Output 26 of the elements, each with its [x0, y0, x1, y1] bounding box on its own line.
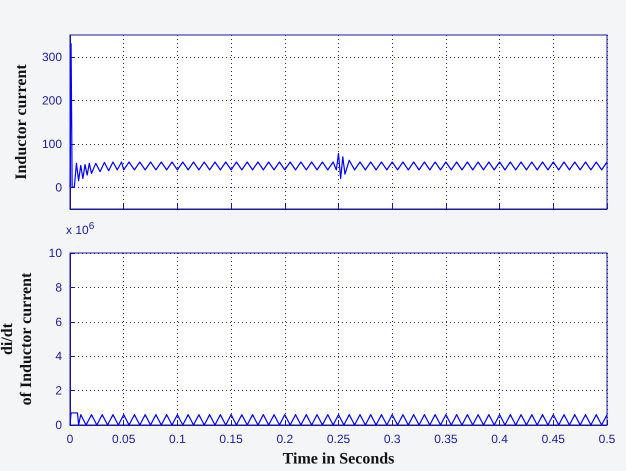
y-tick-label: 100: [42, 136, 62, 151]
y-tick-label: 6: [55, 314, 62, 329]
text: x 10$^{6}$: [66, 221, 94, 237]
y-axis-title: Inductor current: [13, 64, 30, 180]
x-tick-label: 0.45: [542, 432, 566, 446]
x-axis-title: Time in Seconds: [282, 450, 394, 468]
x-tick-label: 0: [66, 432, 74, 446]
x-tick-label: 0.25: [326, 432, 350, 446]
x-tick-label: 0.05: [112, 432, 136, 446]
x-tick-label: 0.3: [384, 432, 401, 446]
y-tick-label: 200: [42, 93, 62, 108]
x-tick-label: 0.1: [169, 432, 186, 446]
y-tick-label: 0: [55, 418, 62, 432]
y-tick-label: 4: [55, 349, 62, 364]
x-tick-label: 0.5: [598, 432, 616, 446]
y-tick-label: 10: [48, 246, 62, 260]
x-tick-label: 0.15: [219, 432, 244, 446]
y-tick-label: 0: [55, 180, 62, 194]
y-tick-label: 2: [55, 384, 62, 398]
y-tick-label: 8: [55, 280, 62, 294]
line-series: [69, 43, 608, 188]
y-tick-label: 300: [42, 50, 62, 64]
x-tick-label: 0.2: [276, 432, 294, 446]
x-tick-label: 0.35: [434, 432, 458, 446]
y-axis-title: di/dt of Inductor current: [0, 272, 35, 406]
x-tick-label: 0.4: [491, 432, 508, 446]
